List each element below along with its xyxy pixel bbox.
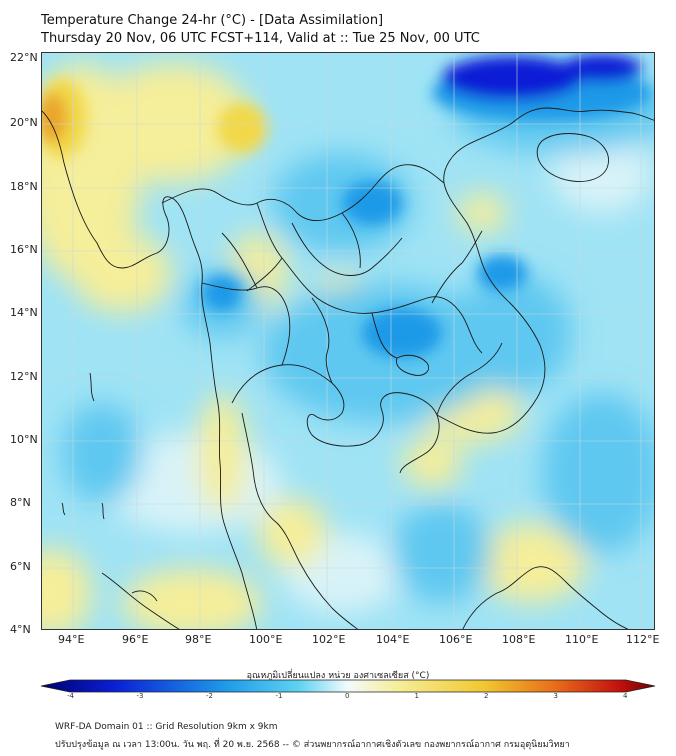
colorbar-gradient (40, 679, 656, 693)
colorbar-tick-label: -1 (275, 692, 283, 700)
colorbar-tick-label: -4 (67, 692, 74, 700)
title-line-1: Temperature Change 24-hr (°C) - [Data As… (41, 13, 384, 28)
latitude-label: 8°N (10, 496, 31, 509)
longitude-label: 110°E (565, 633, 599, 646)
longitude-label: 100°E (249, 633, 283, 646)
grid-lines (42, 53, 654, 629)
longitude-label: 108°E (502, 633, 536, 646)
colorbar-title: อุณหภูมิเปลี่ยนแปลง หน่วย องศาเซลเซียส (… (246, 671, 430, 681)
latitude-label: 22°N (10, 51, 38, 64)
latitude-label: 6°N (10, 560, 31, 573)
temperature-field (42, 53, 654, 629)
longitude-label: 106°E (439, 633, 473, 646)
map-title: Temperature Change 24-hr (°C) - [Data As… (41, 12, 480, 48)
coastlines-and-borders (42, 107, 654, 629)
latitude-label: 10°N (10, 433, 38, 446)
title-line-2: Thursday 20 Nov, 06 UTC FCST+114, Valid … (41, 31, 480, 46)
longitude-label: 112°E (626, 633, 660, 646)
longitude-label: 104°E (376, 633, 410, 646)
longitude-label: 102°E (312, 633, 346, 646)
latitude-label: 12°N (10, 370, 38, 383)
colorbar-tick-label: 4 (623, 692, 628, 700)
longitude-label: 98°E (185, 633, 212, 646)
latitude-label: 18°N (10, 180, 38, 193)
latitude-label: 14°N (10, 306, 38, 319)
colorbar (40, 679, 656, 693)
longitude-label: 94°E (58, 633, 85, 646)
temperature-map (41, 52, 655, 630)
latitude-label: 20°N (10, 116, 38, 129)
colorbar-tick-label: 0 (345, 692, 350, 700)
colorbar-tick-label: 2 (484, 692, 489, 700)
latitude-label: 16°N (10, 243, 38, 256)
colorbar-tick-label: -2 (206, 692, 213, 700)
longitude-label: 96°E (122, 633, 149, 646)
footer-line-1: WRF-DA Domain 01 :: Grid Resolution 9km … (55, 722, 278, 732)
anomaly-cores (42, 54, 652, 358)
latitude-label: 4°N (10, 623, 31, 636)
colorbar-tick-label: -3 (136, 692, 144, 700)
footer-line-2: ปรับปรุงข้อมูล ณ เวลา 13:00น. วัน พฤ. ที… (55, 740, 570, 750)
colorbar-tick-label: 3 (553, 692, 558, 700)
colorbar-tick-label: 1 (414, 692, 419, 700)
